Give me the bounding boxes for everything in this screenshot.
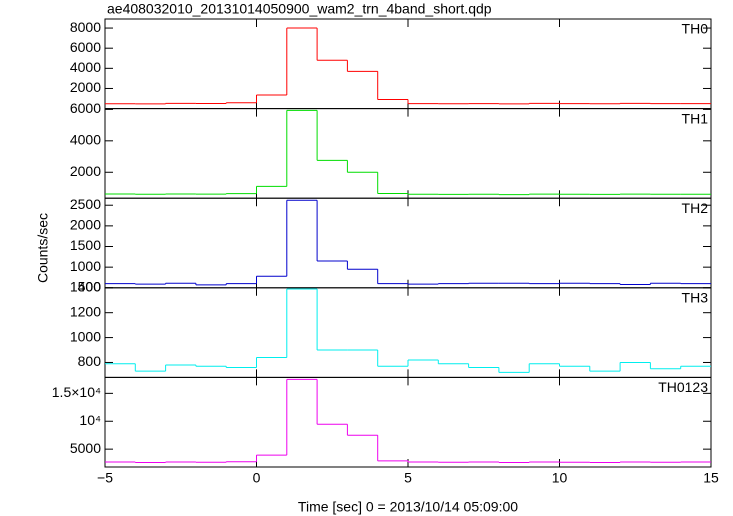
y-tick-label: 6000	[70, 100, 101, 116]
y-tick-label: 6000	[70, 39, 101, 55]
y-tick-label: 2000	[70, 217, 101, 233]
y-tick-label: 5000	[70, 440, 101, 456]
x-tick-label: 15	[703, 470, 719, 486]
y-tick-label: 500	[78, 279, 102, 295]
panel-label: TH1	[682, 110, 709, 126]
x-tick-label: −5	[97, 470, 113, 486]
panel-label: TH0	[682, 21, 709, 37]
panel-label: TH0123	[658, 379, 708, 395]
panel-frame	[104, 18, 712, 110]
y-tick-label: 2000	[70, 79, 101, 95]
y-tick-label: 1200	[70, 303, 101, 319]
x-axis-label: Time [sec] 0 = 2013/10/14 05:09:00	[298, 499, 518, 515]
y-tick-label: 1.5×10⁴	[52, 384, 101, 400]
y-tick-label: 8000	[70, 19, 101, 35]
y-axis-label: Counts/sec	[35, 213, 51, 283]
x-tick-label: 10	[552, 470, 568, 486]
panel-frame	[104, 197, 712, 289]
y-tick-label: 4000	[70, 132, 101, 148]
y-tick-label: 2500	[70, 196, 101, 212]
x-tick-label: 0	[253, 470, 261, 486]
y-tick-label: 10⁴	[79, 412, 101, 428]
panel-frame	[104, 376, 712, 468]
y-tick-label: 1000	[70, 258, 101, 274]
y-tick-label: 1400	[70, 279, 101, 295]
y-tick-label: 4000	[70, 59, 101, 75]
panel-label: TH3	[682, 290, 709, 306]
x-tick-label: 5	[404, 470, 412, 486]
panel-label: TH2	[682, 200, 709, 216]
chart-title: ae408032010_20131014050900_wam2_trn_4ban…	[107, 1, 492, 17]
y-tick-label: 1000	[70, 328, 101, 344]
y-tick-label: 2000	[70, 163, 101, 179]
y-tick-label: 1500	[70, 237, 101, 253]
y-tick-label: 800	[78, 353, 102, 369]
panel-frame	[104, 108, 712, 199]
